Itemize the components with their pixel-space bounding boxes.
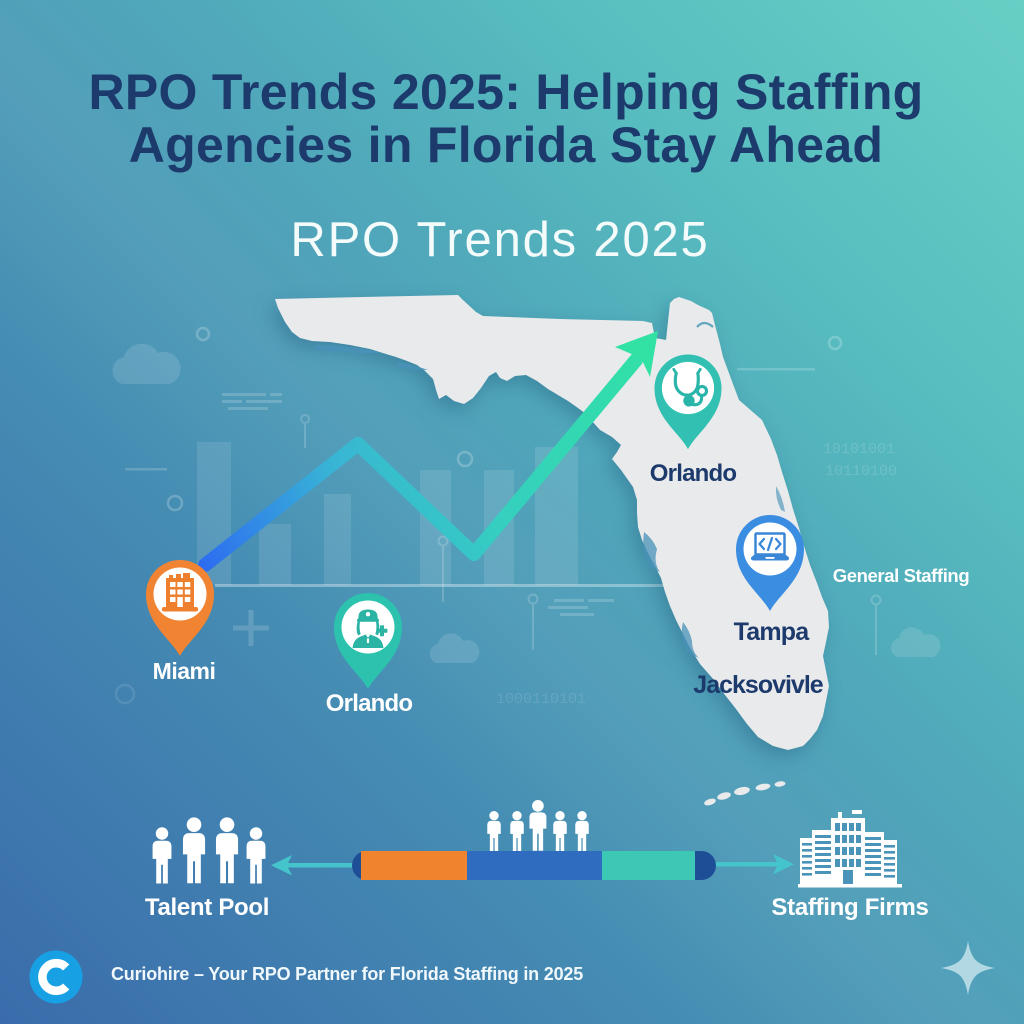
svg-text:10101001: 10101001 — [823, 441, 895, 458]
svg-text:10110100: 10110100 — [825, 463, 897, 480]
svg-text:1000110101: 1000110101 — [496, 691, 586, 708]
